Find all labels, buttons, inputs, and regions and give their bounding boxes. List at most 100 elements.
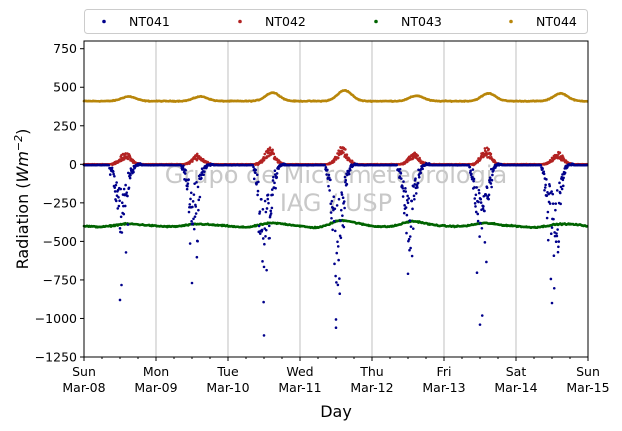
watermark-line2: IAG / USP <box>280 189 392 217</box>
legend-marker <box>374 19 378 24</box>
data-point-nt041 <box>413 197 416 201</box>
data-point-nt041 <box>476 219 480 223</box>
data-point-nt041 <box>470 172 473 176</box>
data-point-nt041 <box>491 173 494 177</box>
data-point-nt041 <box>335 204 339 207</box>
data-point-nt041 <box>474 193 478 197</box>
data-point-nt042 <box>489 152 493 156</box>
data-point-nt041 <box>191 200 195 203</box>
data-point-nt041 <box>327 176 331 179</box>
data-point-nt041 <box>479 197 483 201</box>
data-point-nt041 <box>265 268 268 272</box>
data-point-nt041 <box>548 202 552 205</box>
data-point-nt041 <box>266 197 270 201</box>
data-point-nt041 <box>267 224 271 228</box>
x-tick-weekday: Sat <box>506 364 527 379</box>
data-point-nt041 <box>407 239 410 243</box>
data-point-nt041 <box>272 175 275 179</box>
data-point-nt041 <box>129 173 132 177</box>
data-point-nt041 <box>546 210 550 214</box>
data-point-nt041 <box>116 207 120 210</box>
data-point-nt041 <box>323 163 327 167</box>
data-point-nt041 <box>269 209 273 213</box>
data-point-nt041 <box>268 236 271 240</box>
data-point-nt041 <box>539 163 543 167</box>
data-point-nt041 <box>406 201 410 205</box>
y-tick-label: 750 <box>53 41 77 56</box>
data-point-nt041 <box>189 191 193 195</box>
data-point-nt041 <box>414 177 417 181</box>
legend-item-nt041: NT041 <box>102 14 170 29</box>
data-point-nt041 <box>409 246 412 250</box>
x-tick-date: Mar-11 <box>278 380 321 395</box>
data-point-nt041 <box>402 211 406 215</box>
data-point-nt041 <box>188 242 192 245</box>
data-point-nt041 <box>563 171 567 175</box>
data-point-nt041 <box>271 193 274 197</box>
data-point-nt041 <box>197 198 201 202</box>
data-point-nt041 <box>194 212 198 215</box>
y-tick-label: 500 <box>53 80 77 95</box>
data-point-nt041 <box>256 189 260 193</box>
data-point-nt041 <box>187 178 190 181</box>
data-point-nt041 <box>557 240 561 243</box>
data-point-nt042 <box>124 152 127 155</box>
data-point-nt041 <box>114 183 118 187</box>
data-point-nt041 <box>336 245 340 248</box>
data-point-nt041 <box>553 231 556 234</box>
data-point-nt041 <box>395 163 399 167</box>
data-point-nt042 <box>195 158 199 162</box>
data-point-nt041 <box>543 188 546 192</box>
data-point-nt041 <box>340 193 344 196</box>
data-point-nt041 <box>403 204 406 207</box>
data-point-nt041 <box>412 185 415 188</box>
legend-marker <box>238 19 242 24</box>
data-point-nt041 <box>186 182 190 185</box>
data-point-nt041 <box>123 204 127 208</box>
data-point-nt041 <box>119 215 123 219</box>
y-axis: −1250 −1000 −750 −500 −250 0 250 500 750 <box>35 41 84 365</box>
data-point-nt041 <box>479 201 483 204</box>
y-axis-title-close: ) <box>13 129 32 135</box>
data-point-nt041 <box>330 199 334 203</box>
data-point-nt041 <box>333 207 337 211</box>
data-point-nt041 <box>115 194 119 197</box>
x-tick-weekday: Thu <box>359 364 383 379</box>
data-point-nt041 <box>471 175 474 179</box>
data-point-nt041 <box>472 177 476 181</box>
data-point-nt041 <box>489 182 493 185</box>
data-point-nt041 <box>120 231 124 234</box>
legend-marker <box>509 19 513 24</box>
data-point-nt041 <box>347 172 351 176</box>
data-points <box>82 89 589 337</box>
data-point-nt042 <box>332 160 336 163</box>
data-point-nt042 <box>272 152 276 156</box>
data-point-nt041 <box>254 171 257 175</box>
data-point-nt042 <box>267 151 271 155</box>
data-point-nt042 <box>262 158 266 162</box>
data-point-nt041 <box>262 300 265 304</box>
data-point-nt041 <box>273 181 276 185</box>
data-point-nt041 <box>557 245 560 249</box>
data-point-nt041 <box>254 168 258 172</box>
data-point-nt041 <box>487 197 490 201</box>
data-point-nt041 <box>478 235 481 238</box>
data-point-nt041 <box>480 314 484 317</box>
data-point-nt041 <box>556 250 560 254</box>
data-point-nt041 <box>115 181 118 184</box>
data-point-nt041 <box>555 189 559 192</box>
data-point-nt041 <box>343 175 347 179</box>
x-tick-date: Mar-08 <box>62 380 105 395</box>
data-point-nt041 <box>132 170 135 174</box>
data-point-nt041 <box>114 199 118 203</box>
data-point-nt041 <box>198 195 202 199</box>
data-point-nt041 <box>556 228 559 231</box>
data-point-nt041 <box>468 165 472 169</box>
data-point-nt041 <box>334 326 338 330</box>
data-point-nt041 <box>547 192 550 196</box>
data-point-nt041 <box>411 227 415 230</box>
data-point-nt041 <box>408 235 412 238</box>
data-point-nt041 <box>409 225 413 228</box>
data-point-nt041 <box>191 205 194 209</box>
data-point-nt041 <box>483 241 487 244</box>
